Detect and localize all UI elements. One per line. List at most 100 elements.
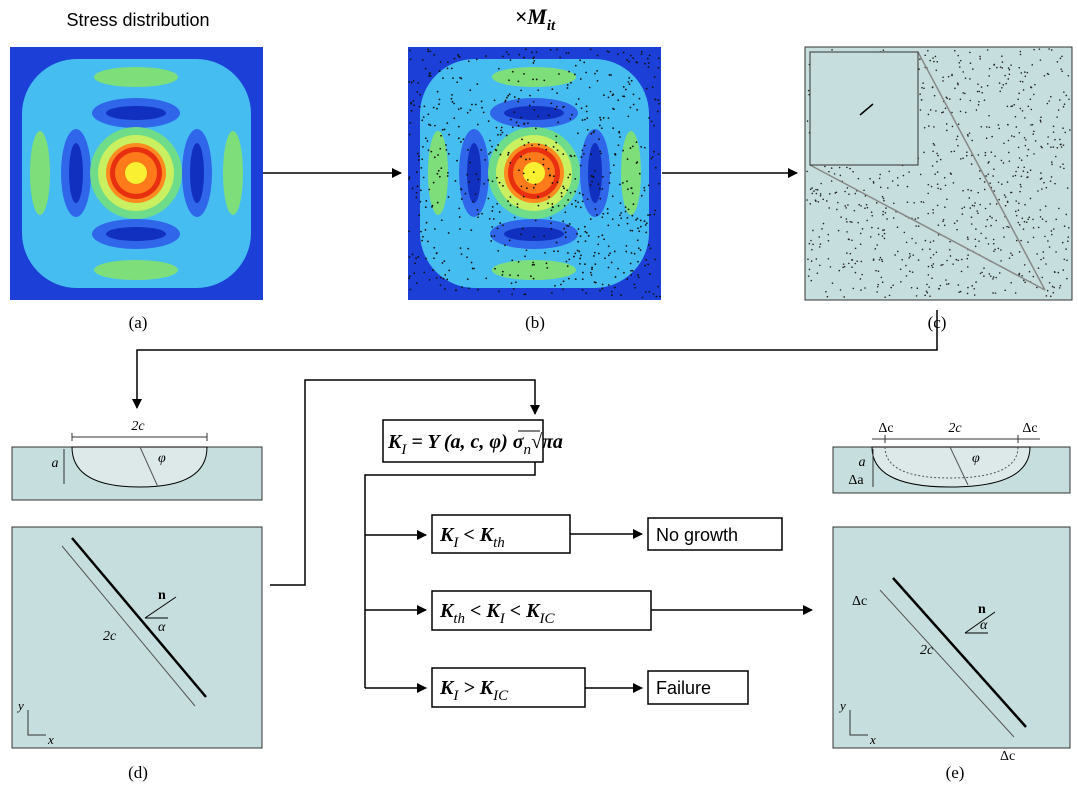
- dot: [627, 115, 629, 117]
- dot: [408, 81, 410, 83]
- dot: [972, 68, 974, 70]
- dot: [441, 219, 443, 221]
- dot: [608, 267, 610, 269]
- dot: [879, 259, 881, 261]
- dot: [969, 100, 971, 102]
- dot: [568, 278, 570, 280]
- dot: [894, 254, 896, 256]
- dot: [432, 269, 434, 271]
- dot: [846, 167, 848, 169]
- dot: [940, 159, 942, 161]
- dot: [468, 287, 470, 289]
- dot: [957, 260, 959, 262]
- dot: [909, 271, 911, 273]
- dot: [976, 109, 978, 111]
- dot: [1027, 72, 1029, 74]
- dot: [633, 104, 635, 106]
- dot: [637, 274, 639, 276]
- dot: [601, 216, 603, 218]
- dot: [599, 117, 601, 119]
- dot: [897, 177, 899, 179]
- dot: [529, 95, 531, 97]
- dot: [578, 228, 580, 230]
- dot: [585, 240, 587, 242]
- dot: [633, 94, 635, 96]
- dot: [928, 286, 930, 288]
- dot: [915, 225, 917, 227]
- dot: [458, 137, 460, 139]
- dot: [533, 236, 535, 238]
- dot: [645, 224, 647, 226]
- dot: [1019, 273, 1021, 275]
- dot: [577, 241, 579, 243]
- dot: [985, 237, 987, 239]
- dot: [1032, 219, 1034, 221]
- dot: [550, 49, 552, 51]
- dot: [590, 153, 592, 155]
- dot: [908, 257, 910, 259]
- dot: [905, 265, 907, 267]
- panel-title: Stress distribution: [66, 10, 209, 30]
- dot: [972, 205, 974, 207]
- dot: [574, 252, 576, 254]
- dot: [634, 253, 636, 255]
- dot: [993, 239, 995, 241]
- dot: [969, 207, 971, 209]
- dot: [981, 86, 983, 88]
- dot: [594, 281, 596, 283]
- dot: [979, 204, 981, 206]
- dot: [523, 57, 525, 59]
- dot: [1033, 276, 1035, 278]
- dot: [820, 193, 822, 195]
- dot: [602, 288, 604, 290]
- dot: [892, 284, 894, 286]
- dot: [855, 263, 857, 265]
- dot: [520, 233, 522, 235]
- dot: [962, 213, 964, 215]
- dot: [417, 256, 419, 258]
- dot: [1050, 295, 1052, 297]
- dot: [1005, 83, 1007, 85]
- dot: [594, 252, 596, 254]
- dot: [933, 254, 935, 256]
- dot: [945, 108, 947, 110]
- dot: [523, 173, 525, 175]
- dot: [933, 61, 935, 63]
- dot: [922, 82, 924, 84]
- dot: [831, 167, 833, 169]
- dot: [933, 143, 935, 145]
- dot: [523, 73, 525, 75]
- dot: [834, 173, 836, 175]
- dot: [1015, 171, 1017, 173]
- dot: [522, 228, 524, 230]
- dot: [472, 201, 474, 203]
- dot: [985, 208, 987, 210]
- dot: [444, 129, 446, 131]
- dot: [942, 76, 944, 78]
- dot: [867, 207, 869, 209]
- dot: [915, 218, 917, 220]
- dot: [607, 208, 609, 210]
- dot: [609, 252, 611, 254]
- dot: [917, 287, 919, 289]
- dot: [879, 174, 881, 176]
- dot: [989, 126, 991, 128]
- dot: [577, 132, 579, 134]
- dot: [1040, 121, 1042, 123]
- dot: [995, 277, 997, 279]
- dot: [967, 254, 969, 256]
- dot: [1063, 269, 1065, 271]
- dot: [461, 198, 463, 200]
- dot: [580, 156, 582, 158]
- dot: [570, 82, 572, 84]
- dot: [545, 149, 547, 151]
- dot: [428, 149, 430, 151]
- dot: [488, 153, 490, 155]
- dot: [535, 183, 537, 185]
- label: x: [47, 732, 54, 747]
- dot: [1019, 224, 1021, 226]
- dot: [831, 180, 833, 182]
- dot: [517, 101, 519, 103]
- dot: [1030, 169, 1032, 171]
- dot: [875, 248, 877, 250]
